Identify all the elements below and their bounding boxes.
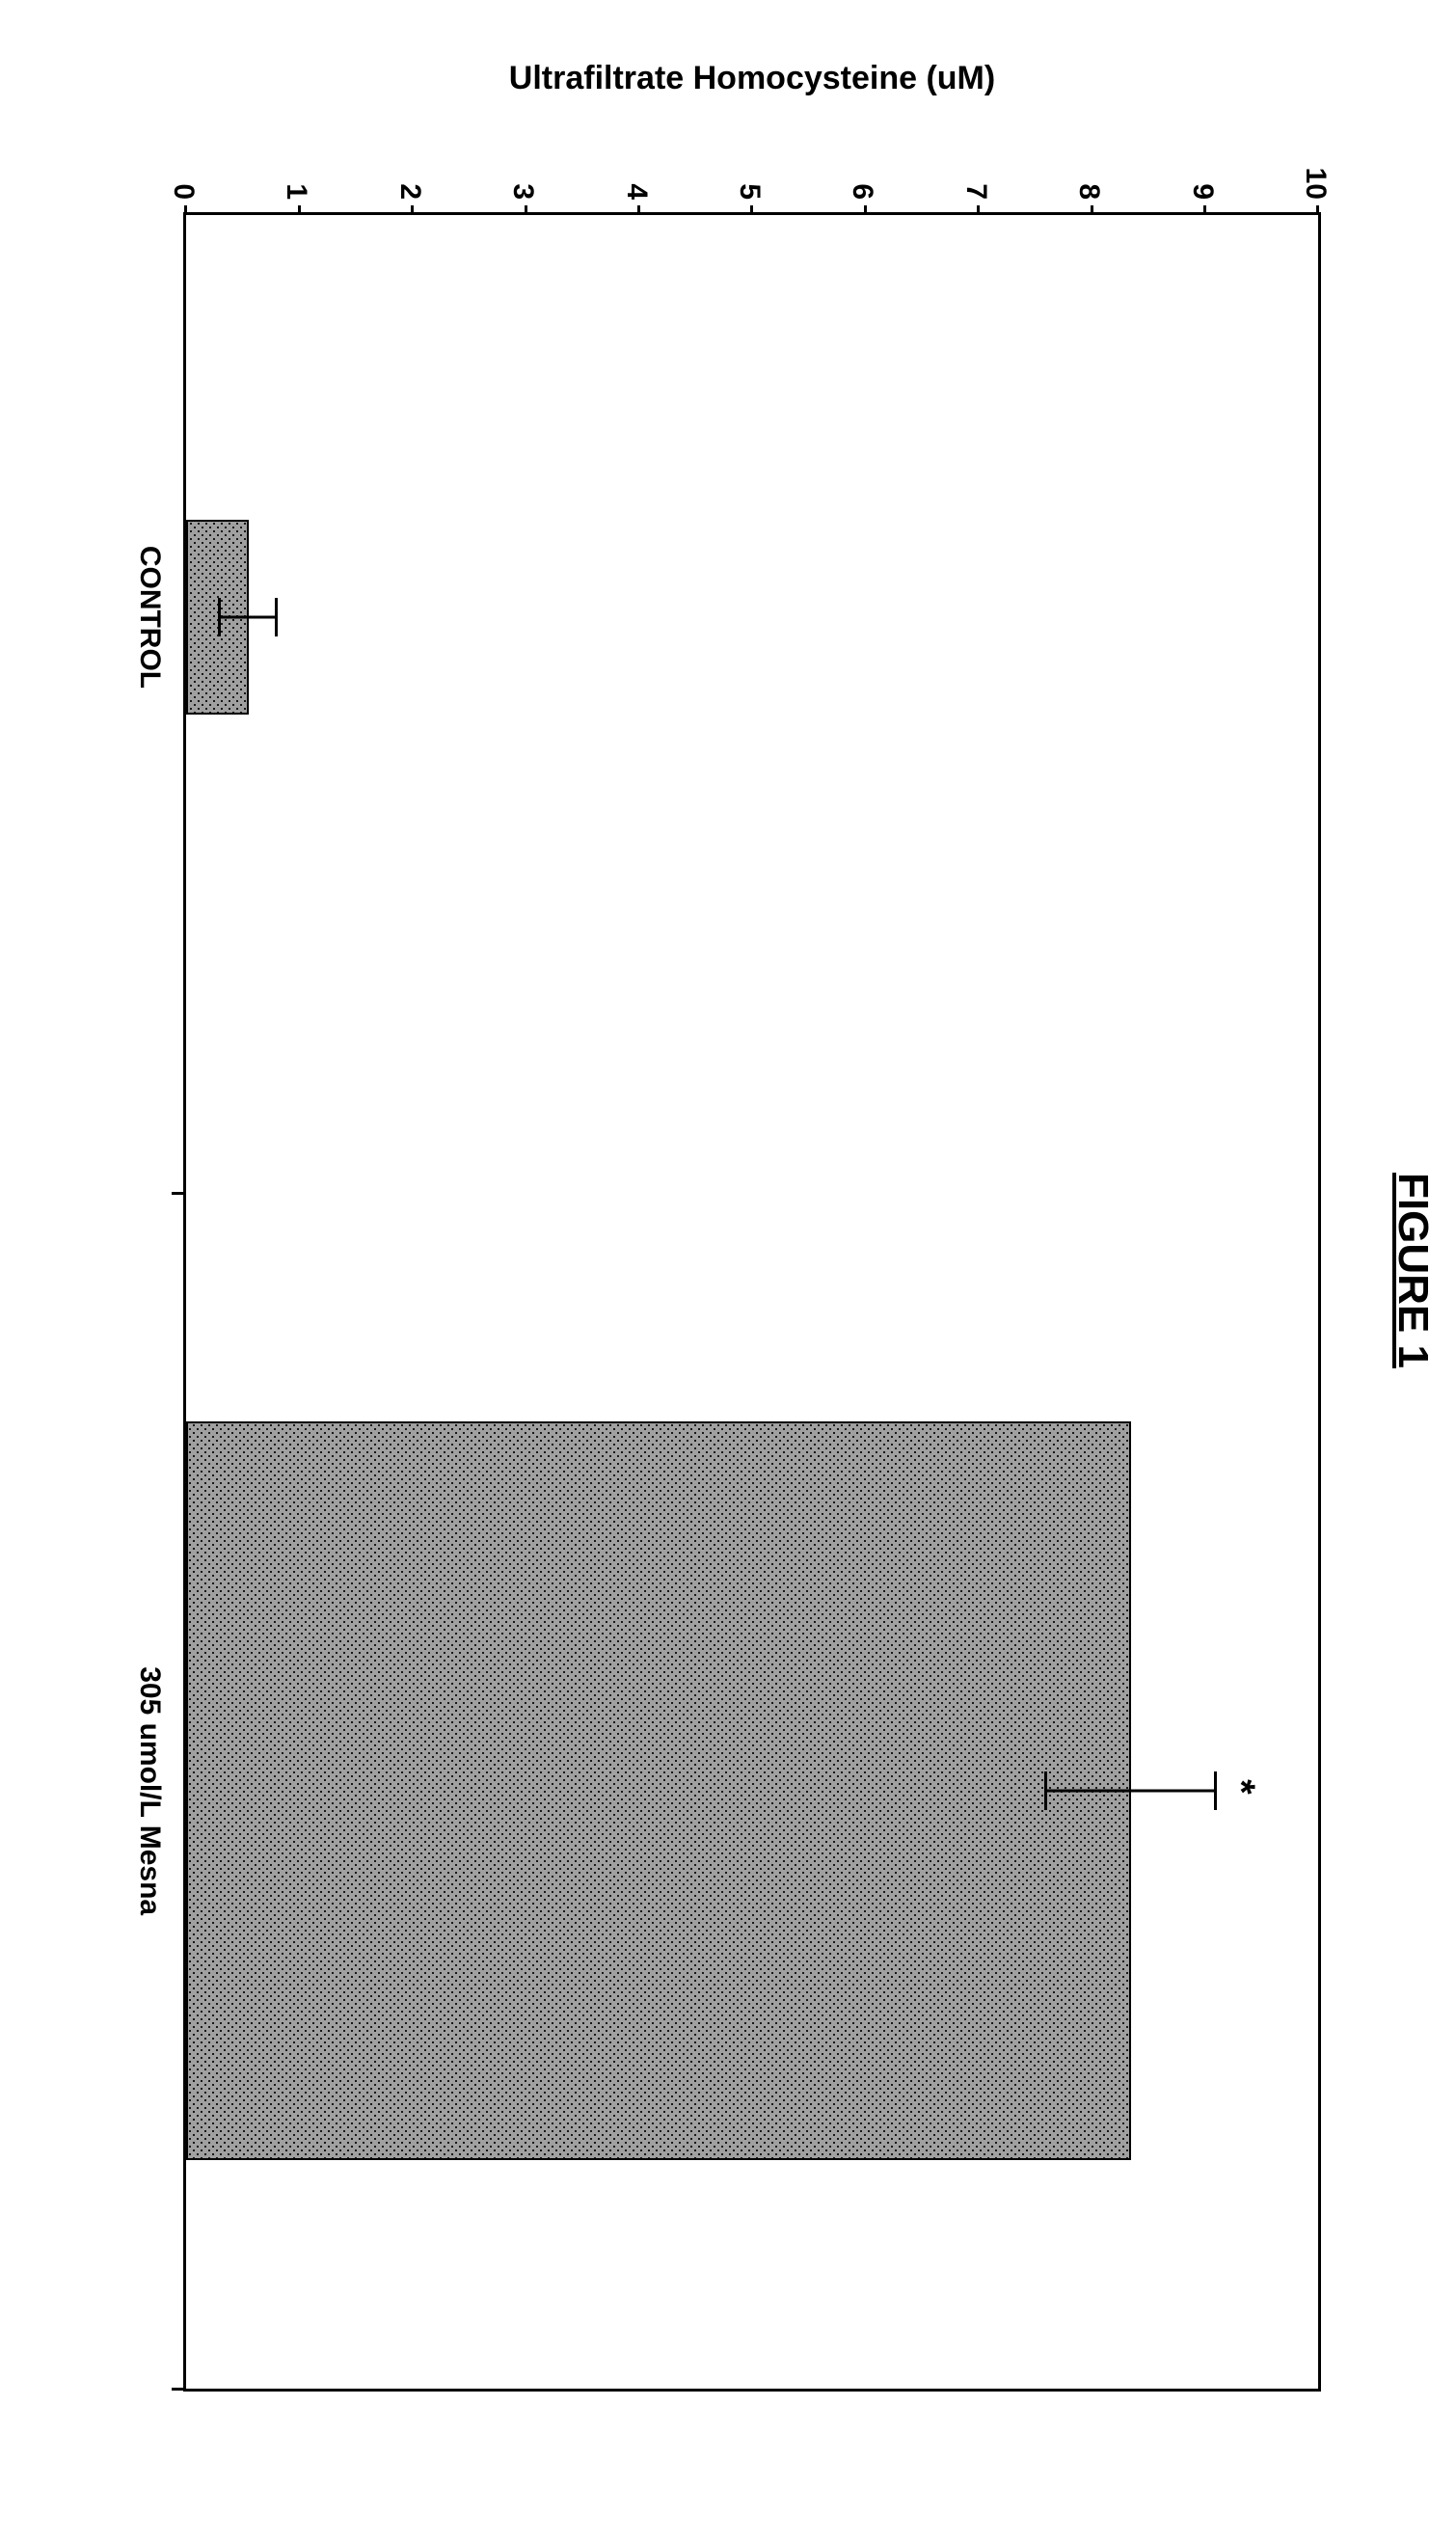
y-tick-mark <box>977 205 980 215</box>
y-tick-mark <box>185 205 188 215</box>
category-label: CONTROL <box>133 546 166 689</box>
y-tick-label: 1 <box>280 183 312 200</box>
y-tick-label: 0 <box>167 183 200 200</box>
rotated-canvas: FIGURE 1 Ultrafiltrate Homocysteine (uM)… <box>0 0 1456 2541</box>
y-tick-label: 5 <box>733 183 766 200</box>
y-tick-label: 9 <box>1186 183 1219 200</box>
bar-fill-pattern <box>188 1423 1129 2158</box>
error-bar-cap-top <box>275 598 278 636</box>
category-label: 305 umol/L Mesna <box>133 1666 166 1915</box>
page: FIGURE 1 Ultrafiltrate Homocysteine (uM)… <box>0 0 1456 2541</box>
error-bar-stem <box>220 615 277 618</box>
y-tick-label: 2 <box>393 183 426 200</box>
y-tick-mark <box>298 205 301 215</box>
y-tick-label: 6 <box>846 183 878 200</box>
y-tick-mark <box>1317 205 1320 215</box>
figure-title: FIGURE 1 <box>1389 0 1437 2541</box>
y-axis-label: Ultrafiltrate Homocysteine (uM) <box>183 60 1321 97</box>
x-tick-mark <box>172 1192 183 1195</box>
x-tick-mark <box>172 2388 183 2391</box>
chart-area: FIGURE 1 Ultrafiltrate Homocysteine (uM)… <box>0 0 1456 2541</box>
error-bar-cap-top <box>1214 1771 1217 1810</box>
bar <box>186 1421 1131 2160</box>
error-bar-stem <box>1046 1790 1216 1793</box>
y-tick-mark <box>1203 205 1206 215</box>
y-tick-label: 8 <box>1072 183 1105 200</box>
plot-box: 012345678910CONTROL305 umol/L Mesna* <box>183 212 1321 2392</box>
y-tick-mark <box>525 205 527 215</box>
y-tick-mark <box>637 205 640 215</box>
y-tick-mark <box>1091 205 1093 215</box>
significance-marker: * <box>1219 1779 1262 1795</box>
error-bar-cap-bottom <box>218 598 221 636</box>
y-tick-label: 7 <box>959 183 992 200</box>
y-tick-label: 10 <box>1299 168 1332 200</box>
error-bar-cap-bottom <box>1044 1771 1047 1810</box>
y-tick-label: 3 <box>506 183 539 200</box>
y-tick-label: 4 <box>620 183 653 200</box>
y-tick-mark <box>751 205 754 215</box>
y-tick-mark <box>411 205 414 215</box>
y-tick-mark <box>864 205 867 215</box>
